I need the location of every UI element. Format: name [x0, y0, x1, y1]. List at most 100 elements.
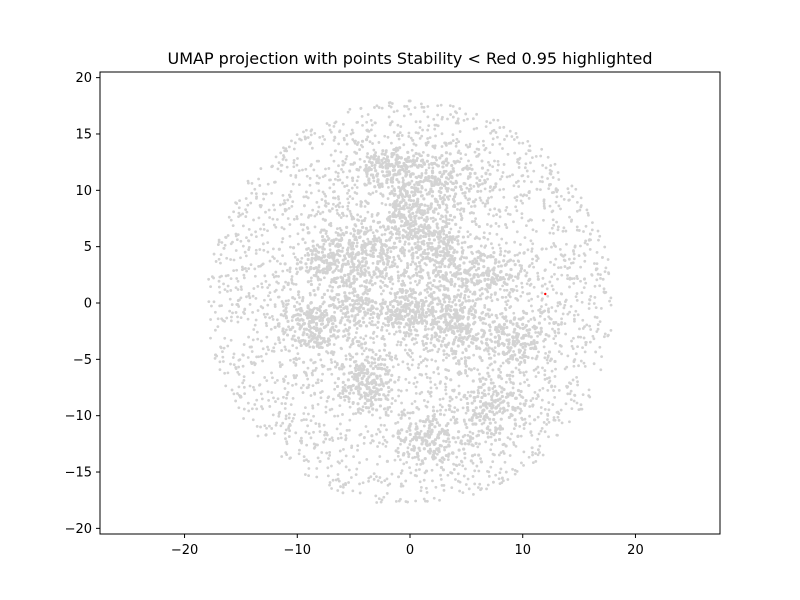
background-point — [435, 250, 439, 255]
background-point — [490, 242, 493, 246]
background-point — [285, 328, 288, 332]
background-point — [535, 187, 539, 191]
background-point — [417, 363, 421, 366]
background-point — [348, 357, 352, 361]
background-point — [331, 478, 335, 482]
background-point — [389, 250, 393, 253]
background-point — [350, 259, 354, 264]
background-point — [259, 354, 263, 358]
background-point — [412, 342, 416, 346]
background-point — [452, 295, 457, 299]
background-point — [418, 136, 422, 140]
background-point — [444, 214, 448, 218]
background-point — [286, 198, 290, 202]
background-point — [504, 223, 508, 227]
background-point — [309, 141, 312, 145]
background-point — [379, 238, 383, 242]
background-point — [496, 135, 499, 139]
background-point — [490, 340, 494, 343]
background-point — [437, 320, 441, 324]
background-point — [371, 439, 374, 442]
background-point — [355, 203, 359, 206]
background-point — [242, 276, 246, 280]
background-point — [543, 373, 547, 377]
background-point — [399, 389, 403, 393]
background-point — [313, 131, 317, 135]
background-point — [242, 310, 245, 314]
background-point — [284, 307, 288, 311]
background-point — [494, 421, 497, 424]
background-point — [431, 155, 435, 159]
background-point — [564, 229, 568, 233]
background-point — [413, 231, 417, 235]
background-point — [365, 371, 369, 376]
background-point — [316, 286, 320, 290]
background-point — [242, 385, 246, 389]
background-point — [236, 279, 240, 283]
background-point — [241, 224, 245, 228]
background-point — [373, 281, 377, 285]
background-point — [375, 334, 379, 338]
background-point — [570, 344, 574, 348]
background-point — [408, 416, 411, 420]
background-point — [453, 322, 457, 326]
background-point — [304, 136, 308, 140]
background-point — [557, 327, 560, 331]
background-point — [461, 491, 465, 495]
background-point — [509, 380, 513, 384]
background-point — [578, 327, 581, 331]
background-point — [339, 268, 344, 272]
background-point — [336, 489, 340, 492]
background-point — [349, 476, 353, 479]
background-point — [546, 361, 550, 365]
background-point — [572, 282, 576, 285]
background-point — [408, 309, 413, 313]
background-point — [601, 277, 605, 281]
background-point — [421, 212, 425, 217]
background-point — [404, 334, 408, 338]
background-point — [473, 219, 477, 223]
background-point — [385, 305, 390, 309]
background-point — [391, 192, 395, 195]
background-point — [245, 210, 249, 214]
background-point — [547, 187, 551, 191]
background-point — [308, 176, 312, 180]
background-point — [387, 238, 392, 242]
background-point — [582, 230, 585, 233]
background-point — [328, 295, 332, 299]
background-point — [519, 199, 523, 203]
background-point — [333, 190, 336, 193]
background-point — [411, 138, 415, 142]
background-point — [415, 165, 420, 169]
background-point — [378, 366, 382, 370]
background-point — [329, 251, 333, 255]
background-point — [291, 416, 295, 420]
background-point — [402, 114, 406, 118]
background-point — [282, 395, 285, 399]
background-point — [325, 267, 329, 271]
background-points — [207, 99, 613, 504]
background-point — [380, 170, 384, 174]
background-point — [356, 448, 359, 452]
background-point — [531, 309, 535, 313]
background-point — [472, 367, 476, 370]
background-point — [452, 468, 456, 471]
background-point — [390, 402, 394, 405]
background-point — [531, 461, 535, 465]
background-point — [383, 276, 387, 280]
background-point — [426, 337, 429, 341]
background-point — [407, 334, 411, 338]
background-point — [465, 289, 468, 293]
background-point — [414, 499, 418, 503]
background-point — [362, 349, 366, 353]
background-point — [471, 461, 475, 465]
background-point — [480, 292, 484, 296]
background-point — [557, 350, 561, 354]
background-point — [501, 411, 504, 415]
background-point — [364, 324, 369, 328]
background-point — [258, 184, 262, 187]
background-point — [594, 350, 598, 354]
background-point — [255, 398, 259, 402]
background-point — [530, 262, 534, 265]
background-point — [352, 391, 355, 395]
